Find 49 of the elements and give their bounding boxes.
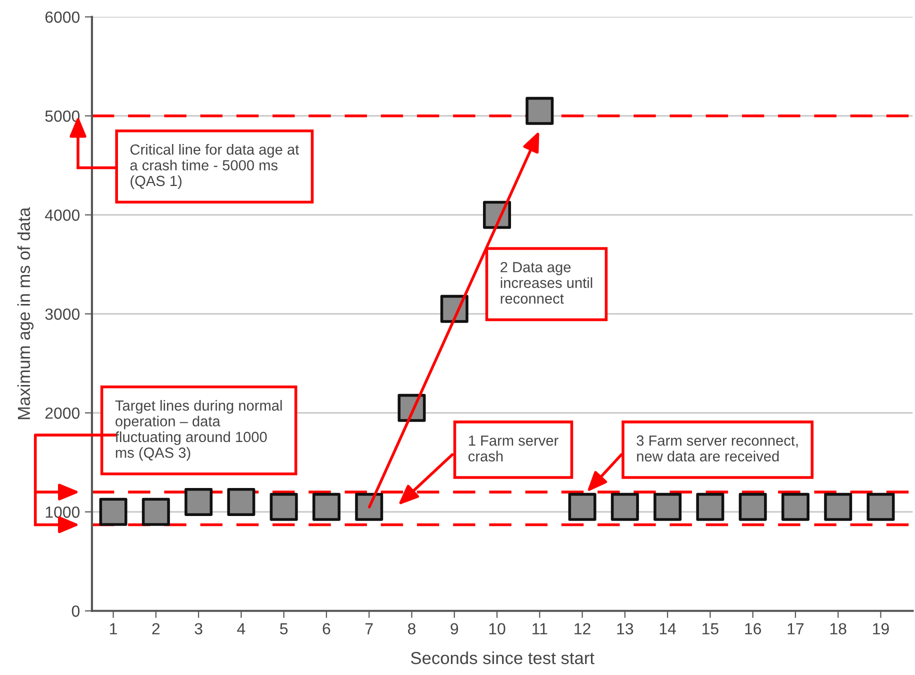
x-tick-label: 15 [702, 623, 718, 634]
point [142, 498, 170, 526]
point [696, 492, 724, 521]
point [270, 492, 298, 521]
annotation: Critical line for data age at a crash time - 5000 ms (QAS 1) [130, 144, 300, 189]
x-tick-label: 12 [574, 623, 590, 634]
x-tick-label: 13 [617, 623, 634, 634]
point [738, 492, 767, 521]
point [824, 492, 852, 521]
x-tick-label: 5 [280, 623, 288, 634]
y-axis-title: Maximum age in ms of data [17, 207, 34, 420]
point [355, 492, 384, 521]
x-tick-label: 14 [660, 623, 676, 634]
x-tick-label: 8 [408, 623, 416, 634]
point [610, 492, 639, 521]
x-tick-label: 18 [830, 623, 846, 634]
point [227, 488, 256, 516]
y-tick-label: 5000 [45, 110, 80, 122]
y-tick-label: 4000 [44, 210, 80, 221]
annotation: 2 Data age increases until reconnect [500, 262, 592, 304]
point [312, 492, 340, 521]
x-tick-label: 3 [194, 623, 202, 634]
y-tick-label: 1000 [46, 506, 80, 518]
y-tick-label: 0 [72, 606, 80, 617]
x-tick-label: 17 [788, 623, 804, 634]
point [654, 492, 682, 521]
point [526, 96, 554, 125]
x-tick-label: 11 [532, 623, 548, 634]
x-tick-label: 19 [873, 623, 889, 634]
annotation: 1 Farm server crash [468, 436, 558, 462]
x-tick-label: 1 [110, 623, 117, 634]
point [866, 492, 895, 521]
x-tick-label: 9 [450, 623, 458, 634]
y-tick-label: 3000 [45, 308, 80, 320]
y-tick-label: 2000 [45, 408, 80, 419]
x-tick-label: 16 [745, 623, 762, 634]
x-tick-label: 6 [322, 623, 330, 634]
annotation: 3 Farm server reconnect, new data are received [636, 435, 798, 462]
point [781, 492, 810, 521]
point [184, 488, 213, 516]
x-tick-label: 4 [237, 623, 246, 634]
x-axis-title: Seconds since test start [410, 651, 594, 664]
y-tick-label: 6000 [45, 12, 80, 23]
x-tick-label: 7 [365, 623, 373, 634]
x-tick-label: 2 [152, 623, 160, 634]
point [568, 492, 596, 521]
annotation: Target lines during normal operation – data fluctuating around 1000 ms (QAS 3) [115, 400, 282, 461]
point [99, 498, 128, 526]
x-tick-label: 10 [489, 623, 506, 634]
